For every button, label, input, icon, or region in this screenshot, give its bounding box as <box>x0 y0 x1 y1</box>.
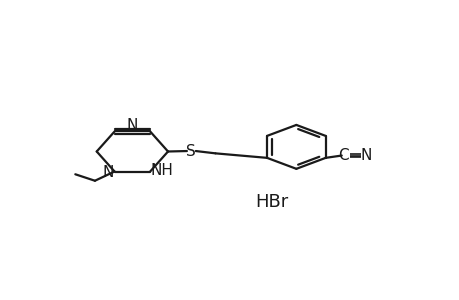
Text: N: N <box>102 165 113 180</box>
Text: S: S <box>186 143 196 158</box>
Text: C: C <box>337 148 348 163</box>
Text: HBr: HBr <box>254 193 287 211</box>
Text: N: N <box>360 148 371 163</box>
Text: N: N <box>126 118 138 133</box>
Text: NH: NH <box>150 163 173 178</box>
